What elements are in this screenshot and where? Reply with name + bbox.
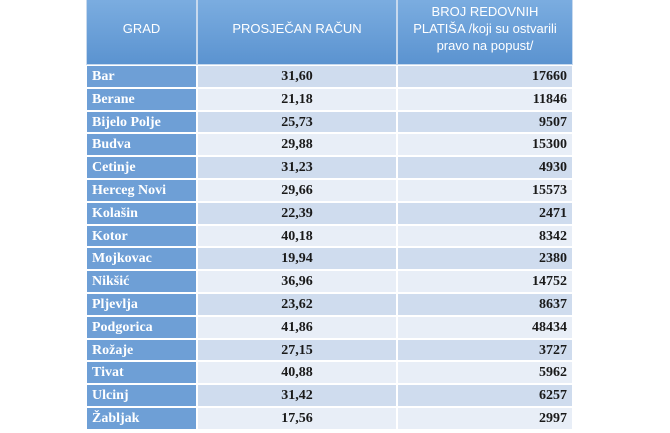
average-bill-cell: 27,15 xyxy=(197,338,397,362)
city-cell: Žabljak xyxy=(86,406,197,430)
average-bill-cell: 31,42 xyxy=(197,384,397,407)
table-row: Podgorica 41,86 48434 xyxy=(86,315,573,339)
table-row: Cetinje 31,23 4930 xyxy=(86,156,573,179)
city-cell: Rožaje xyxy=(86,338,197,362)
payers-count-cell: 2380 xyxy=(397,247,573,271)
city-cell: Nikšić xyxy=(86,270,197,293)
payers-count-cell: 9507 xyxy=(397,110,573,134)
city-cell: Tivat xyxy=(86,361,197,385)
city-cell: Bar xyxy=(86,65,197,88)
table-row: Žabljak 17,56 2997 xyxy=(86,406,573,430)
header-cell: GRAD xyxy=(86,0,197,65)
payers-count-cell: 6257 xyxy=(397,384,573,407)
city-cell: Kolašin xyxy=(86,201,197,225)
average-bill-cell: 31,60 xyxy=(197,65,397,88)
city-cell: Mojkovac xyxy=(86,247,197,271)
city-cell: Budva xyxy=(86,133,197,157)
city-cell: Ulcinj xyxy=(86,384,197,407)
header-cell: BROJ REDOVNIH PLATIŠA /koji su ostvarili… xyxy=(397,0,573,65)
table-row: Pljevlja 23,62 8637 xyxy=(86,292,573,316)
table-row: Herceg Novi 29,66 15573 xyxy=(86,178,573,202)
payers-count-cell: 4930 xyxy=(397,156,573,179)
city-cell: Cetinje xyxy=(86,156,197,179)
payers-count-cell: 8637 xyxy=(397,292,573,316)
average-bill-cell: 22,39 xyxy=(197,201,397,225)
payers-count-cell: 8342 xyxy=(397,224,573,248)
table-row: Kotor 40,18 8342 xyxy=(86,224,573,248)
table-row: Rožaje 27,15 3727 xyxy=(86,338,573,362)
table-row: Bijelo Polje 25,73 9507 xyxy=(86,110,573,134)
table: GRAD PROSJEČAN RAČUN BROJ REDOVNIH PLATI… xyxy=(86,0,573,433)
table-row: Bar 31,60 17660 xyxy=(86,65,573,88)
header-row: GRAD PROSJEČAN RAČUN BROJ REDOVNIH PLATI… xyxy=(86,0,573,65)
table-row: Mojkovac 19,94 2380 xyxy=(86,247,573,271)
table-body: Bar 31,60 17660 Berane 21,18 11846 Bijelo Polj… xyxy=(86,65,573,430)
city-cell: Pljevlja xyxy=(86,292,197,316)
payers-count-cell: 11846 xyxy=(397,87,573,111)
payers-count-cell: 3727 xyxy=(397,338,573,362)
average-bill-cell: 19,94 xyxy=(197,247,397,271)
payers-count-cell: 15300 xyxy=(397,133,573,157)
table-row: Ulcinj 31,42 6257 xyxy=(86,384,573,407)
city-cell: Kotor xyxy=(86,224,197,248)
average-bill-cell: 40,18 xyxy=(197,224,397,248)
payers-count-cell: 15573 xyxy=(397,178,573,202)
average-bill-cell: 25,73 xyxy=(197,110,397,134)
city-cell: Berane xyxy=(86,87,197,111)
payers-count-cell: 17660 xyxy=(397,65,573,88)
table-row: Kolašin 22,39 2471 xyxy=(86,201,573,225)
city-cell: Herceg Novi xyxy=(86,178,197,202)
average-bill-cell: 31,23 xyxy=(197,156,397,179)
payers-count-cell: 5962 xyxy=(397,361,573,385)
average-bill-cell: 29,66 xyxy=(197,178,397,202)
average-bill-cell: 41,86 xyxy=(197,315,397,339)
table-row: Berane 21,18 11846 xyxy=(86,87,573,111)
table-row: Nikšić 36,96 14752 xyxy=(86,270,573,293)
payers-count-cell: 2997 xyxy=(397,406,573,430)
average-bill-cell: 17,56 xyxy=(197,406,397,430)
average-bill-cell: 40,88 xyxy=(197,361,397,385)
average-bill-cell: 36,96 xyxy=(197,270,397,293)
payers-count-cell: 14752 xyxy=(397,270,573,293)
average-bill-cell: 29,88 xyxy=(197,133,397,157)
city-cell: Bijelo Polje xyxy=(86,110,197,134)
payers-count-cell: 48434 xyxy=(397,315,573,339)
table-row: Budva 29,88 15300 xyxy=(86,133,573,157)
header-cell: PROSJEČAN RAČUN xyxy=(197,0,397,65)
payers-count-cell: 2471 xyxy=(397,201,573,225)
city-cell: Podgorica xyxy=(86,315,197,339)
table-row: Tivat 40,88 5962 xyxy=(86,361,573,385)
average-bill-cell: 23,62 xyxy=(197,292,397,316)
average-bill-cell: 21,18 xyxy=(197,87,397,111)
